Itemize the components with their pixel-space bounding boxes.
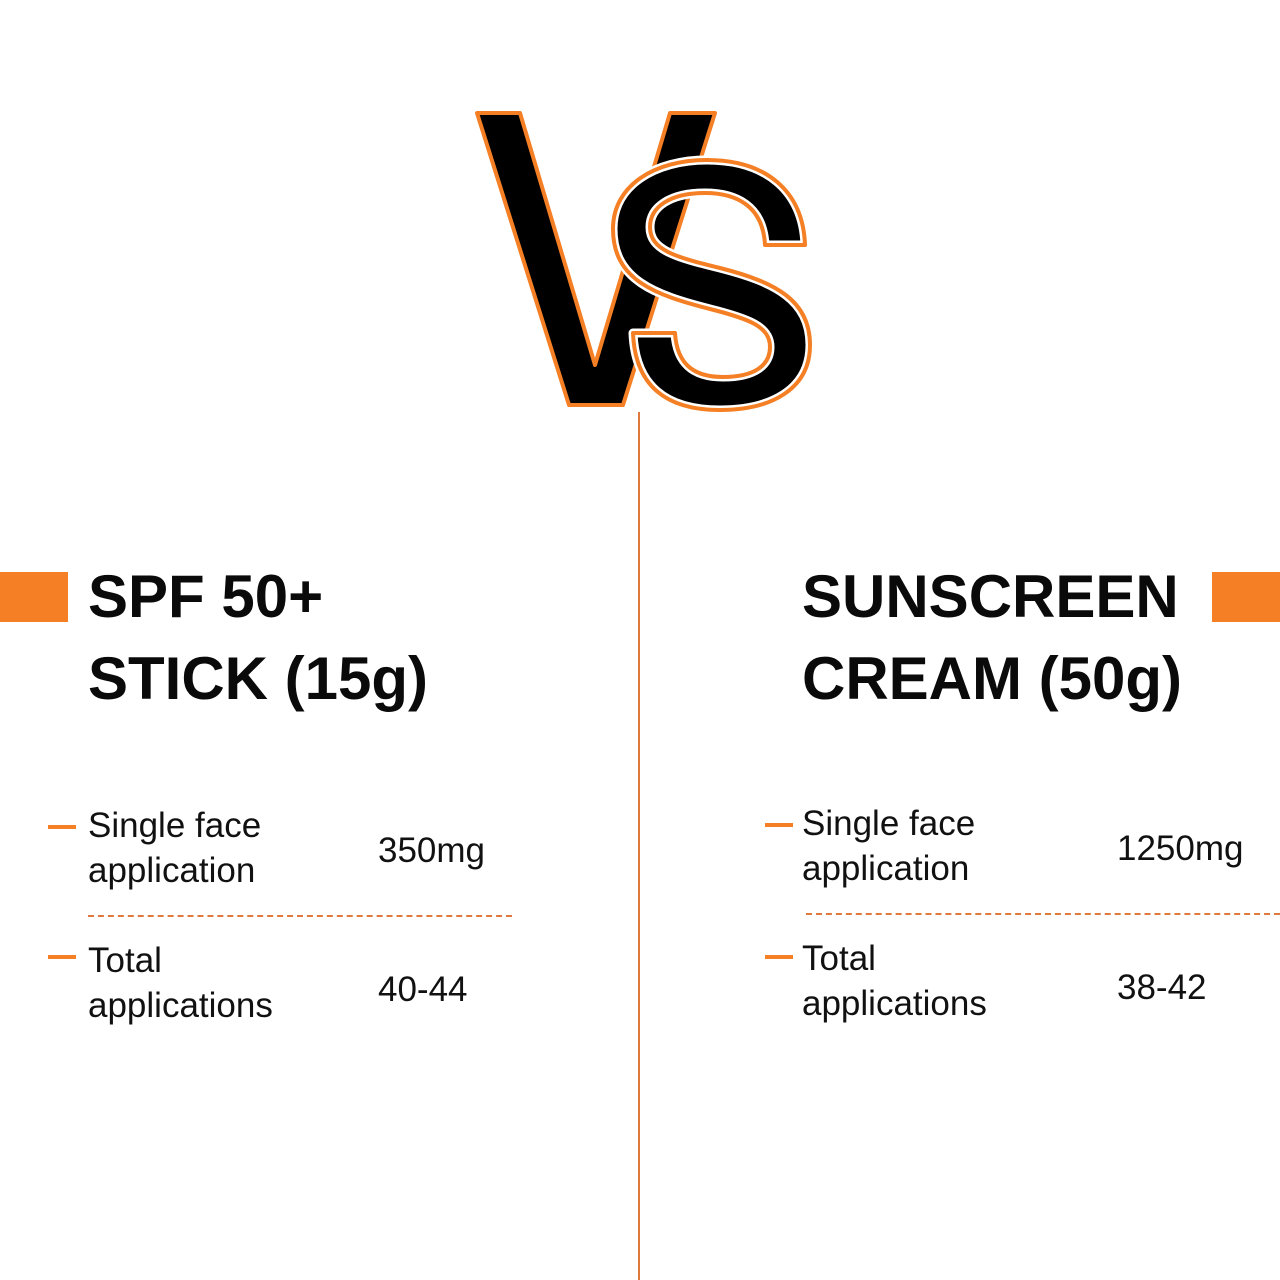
left-title-line1: SPF 50+: [88, 563, 324, 630]
left-title-line2: STICK (15g): [88, 645, 429, 712]
left-accent-block: [0, 572, 68, 622]
right-row2-label: Total applications: [802, 936, 987, 1026]
left-row1-value: 350mg: [378, 831, 486, 870]
left-row1-label: Single face application: [88, 803, 261, 893]
vs-logo: [465, 105, 825, 420]
label-line2: application: [88, 851, 256, 890]
left-row-separator: [88, 915, 512, 917]
right-title-line2: CREAM (50g): [802, 645, 1183, 712]
right-row1-label: Single face application: [802, 801, 975, 891]
right-row1-value: 1250mg: [1117, 829, 1244, 868]
right-product-title: SUNSCREEN CREAM (50g): [802, 556, 1182, 720]
label-line1: Single face: [802, 804, 976, 843]
right-row2-value: 38-42: [1117, 968, 1207, 1007]
label-line1: Single face: [88, 806, 262, 845]
label-line1: Total: [802, 939, 876, 978]
label-line2: application: [802, 849, 970, 888]
center-divider: [638, 412, 640, 1280]
left-row2-label: Total applications: [88, 938, 273, 1028]
right-row2-bullet-icon: [765, 955, 793, 959]
left-row1-bullet-icon: [48, 825, 76, 829]
right-row-separator: [806, 913, 1280, 915]
right-row1-bullet-icon: [765, 823, 793, 827]
right-title-line1: SUNSCREEN: [802, 563, 1179, 630]
left-row2-value: 40-44: [378, 970, 468, 1009]
label-line1: Total: [88, 941, 162, 980]
right-accent-block: [1212, 572, 1280, 622]
left-product-title: SPF 50+ STICK (15g): [88, 556, 428, 720]
left-row2-bullet-icon: [48, 955, 76, 959]
label-line2: applications: [802, 984, 987, 1023]
vs-graphic: [475, 111, 815, 415]
label-line2: applications: [88, 986, 273, 1025]
